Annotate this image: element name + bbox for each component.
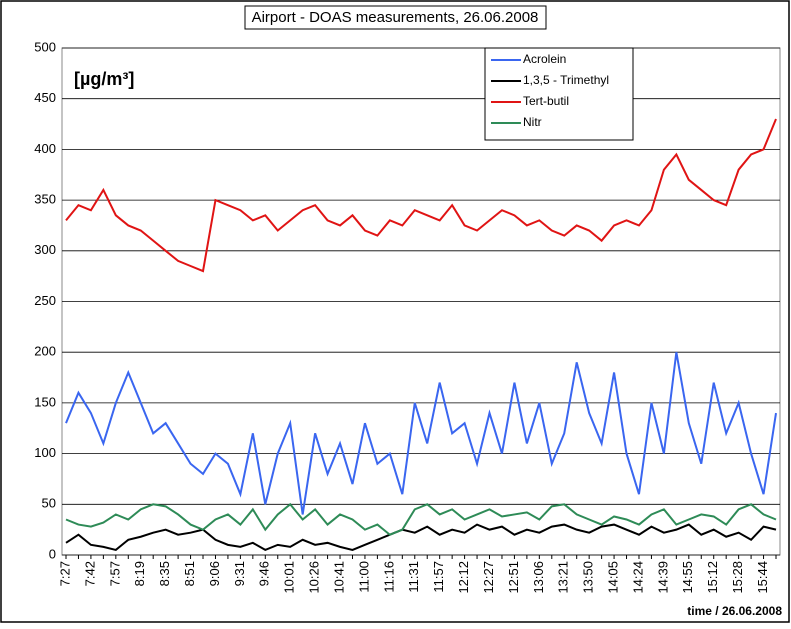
x-tick-label: 14:05 (606, 561, 621, 594)
x-axis-label: time / 26.06.2008 (687, 604, 782, 618)
x-tick-label: 9:46 (257, 561, 272, 586)
x-tick-label: 11:16 (381, 561, 396, 593)
y-tick-label: 450 (34, 90, 56, 105)
chart-title: Airport - DOAS measurements, 26.06.2008 (252, 9, 539, 26)
series-line (65, 118, 777, 273)
unit-label: [µg/m³] (74, 69, 134, 89)
x-tick-label: 15:44 (755, 561, 770, 594)
series-line (65, 523, 777, 552)
y-tick-label: 400 (34, 141, 56, 156)
y-tick-label: 350 (34, 192, 56, 207)
x-tick-label: 12:51 (506, 561, 521, 594)
x-tick-label: 15:28 (730, 561, 745, 594)
x-tick-label: 11:57 (431, 561, 446, 593)
x-tick-label: 8:19 (132, 561, 147, 586)
x-tick-label: 7:42 (82, 561, 97, 586)
legend-label: Nitr (523, 115, 542, 129)
y-tick-label: 150 (34, 394, 56, 409)
x-tick-label: 8:35 (157, 561, 172, 586)
x-tick-label: 15:12 (705, 561, 720, 594)
x-tick-label: 8:51 (182, 561, 197, 586)
series-line (65, 352, 777, 515)
x-tick-label: 11:31 (406, 561, 421, 593)
x-tick-label: 13:06 (531, 561, 546, 594)
y-tick-label: 0 (49, 546, 56, 561)
x-tick-label: 14:39 (655, 561, 670, 594)
legend-label: 1,3,5 - Trimethyl (523, 73, 609, 87)
x-tick-label: 13:50 (581, 561, 596, 594)
x-tick-label: 10:01 (282, 561, 297, 594)
legend-label: Tert-butil (523, 94, 569, 108)
x-tick-label: 14:55 (680, 561, 695, 594)
x-tick-label: 7:27 (57, 561, 72, 586)
title-box (244, 5, 547, 30)
x-tick-label: 9:06 (207, 561, 222, 586)
series-line (65, 502, 777, 536)
y-tick-label: 50 (42, 496, 56, 511)
x-tick-label: 12:27 (481, 561, 496, 594)
legend-box (484, 47, 634, 141)
y-tick-label: 500 (34, 39, 56, 54)
x-tick-label: 12:12 (456, 561, 471, 594)
legend-label: Acrolein (523, 52, 566, 66)
y-tick-label: 100 (34, 445, 56, 460)
x-tick-label: 10:26 (307, 561, 322, 594)
x-tick-label: 10:41 (331, 561, 346, 594)
x-tick-label: 7:57 (107, 561, 122, 586)
x-tick-label: 14:24 (630, 561, 645, 594)
y-tick-label: 300 (34, 242, 56, 257)
x-tick-label: 11:00 (356, 561, 371, 593)
x-tick-label: 9:31 (232, 561, 247, 586)
y-tick-label: 200 (34, 344, 56, 359)
x-tick-label: 13:21 (556, 561, 571, 594)
y-tick-label: 250 (34, 293, 56, 308)
